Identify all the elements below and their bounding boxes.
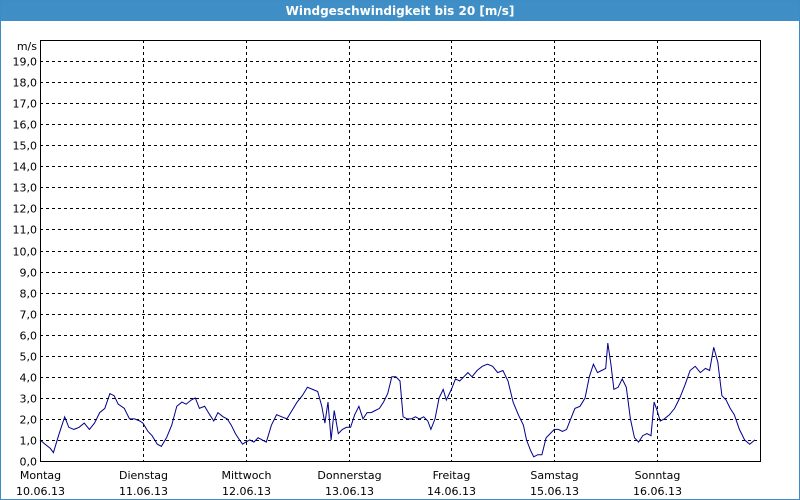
x-tick-date: 15.06.13	[530, 485, 579, 498]
y-tick-label: 18,0	[13, 77, 38, 90]
plot-border	[40, 40, 761, 462]
y-tick-label: 0,0	[20, 456, 38, 469]
wind-speed-line	[39, 343, 756, 458]
x-tick-date: 13.06.13	[325, 485, 374, 498]
x-axis-ticks: Montag 10.06.13 Dienstag 11.06.13 Mittwoch 12…	[16, 469, 682, 498]
y-tick-label: 11,0	[13, 224, 38, 237]
x-tick-day: Donnerstag	[317, 469, 381, 482]
x-tick-date: 14.06.13	[427, 485, 476, 498]
y-tick-label: 16,0	[13, 119, 38, 132]
y-tick-label: 10,0	[13, 246, 38, 259]
y-tick-label: 4,0	[20, 372, 38, 385]
y-tick-label: 1,0	[20, 435, 38, 448]
chart-title: Windgeschwindigkeit bis 20 [m/s]	[1, 1, 799, 21]
x-tick-day: Samstag	[530, 469, 578, 482]
x-tick-day: Freitag	[433, 469, 471, 482]
grid-lines	[40, 40, 760, 461]
y-tick-label: 2,0	[20, 414, 38, 427]
y-tick-label: 5,0	[20, 351, 38, 364]
y-tick-label: 17,0	[13, 98, 38, 111]
y-tick-label: 6,0	[20, 330, 38, 343]
y-tick-label: 15,0	[13, 140, 38, 153]
x-tick-date: 12.06.13	[222, 485, 271, 498]
y-tick-label: 8,0	[20, 288, 38, 301]
y-tick-label: 19,0	[13, 56, 38, 69]
y-tick-label: 13,0	[13, 182, 38, 195]
y-tick-label: 9,0	[20, 267, 38, 280]
x-tick-date: 11.06.13	[119, 485, 168, 498]
x-tick-date: 16.06.13	[633, 485, 682, 498]
plot-area	[40, 40, 760, 461]
y-tick-label: 14,0	[13, 161, 38, 174]
x-tick-day: Sonntag	[635, 469, 681, 482]
y-axis-label: m/s	[17, 40, 37, 53]
x-tick-day: Montag	[20, 469, 61, 482]
x-tick-day: Dienstag	[119, 469, 168, 482]
y-tick-label: 7,0	[20, 309, 38, 322]
y-axis-ticks: 0,0 1,0 2,0 3,0 4,0 5,0 6,0 7,0 8,0 9,0 10,0 11,0 12…	[13, 56, 38, 469]
x-tick-date: 10.06.13	[16, 485, 65, 498]
y-tick-label: 3,0	[20, 393, 38, 406]
y-tick-label: 12,0	[13, 203, 38, 216]
x-tick-day: Mittwoch	[222, 469, 272, 482]
